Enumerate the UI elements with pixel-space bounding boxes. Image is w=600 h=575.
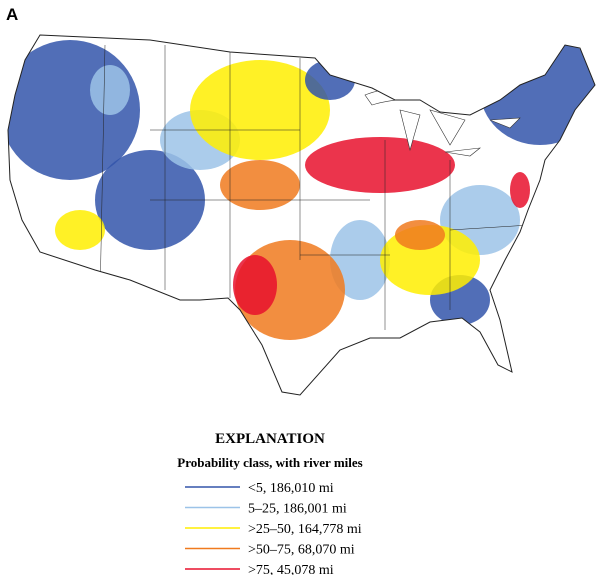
probability-region — [305, 137, 455, 193]
legend-subtitle: Probability class, with river miles — [177, 455, 362, 470]
panel-label: A — [6, 5, 18, 24]
probability-region — [190, 60, 330, 160]
probability-region — [510, 172, 530, 208]
us-outline — [7, 34, 596, 396]
legend-label: >50–75, 68,070 mi — [248, 543, 355, 558]
legend-label: >25–50, 164,778 mi — [248, 522, 362, 537]
legend-title: EXPLANATION — [215, 431, 325, 447]
legend: <5, 186,010 mi 5–25, 186,001 mi >25–50, 16… — [185, 481, 362, 575]
legend-label: 5–25, 186,001 mi — [248, 502, 347, 517]
probability-region — [330, 220, 390, 300]
probability-region — [395, 220, 445, 250]
probability-region — [90, 65, 130, 115]
probability-region — [480, 35, 595, 145]
legend-label: >75, 45,078 mi — [248, 563, 334, 575]
map-area — [8, 35, 595, 395]
legend-label: <5, 186,010 mi — [248, 481, 334, 496]
state-borders — [99, 44, 531, 330]
probability-region — [233, 255, 277, 315]
probability-region — [220, 160, 300, 210]
probability-region — [55, 210, 105, 250]
